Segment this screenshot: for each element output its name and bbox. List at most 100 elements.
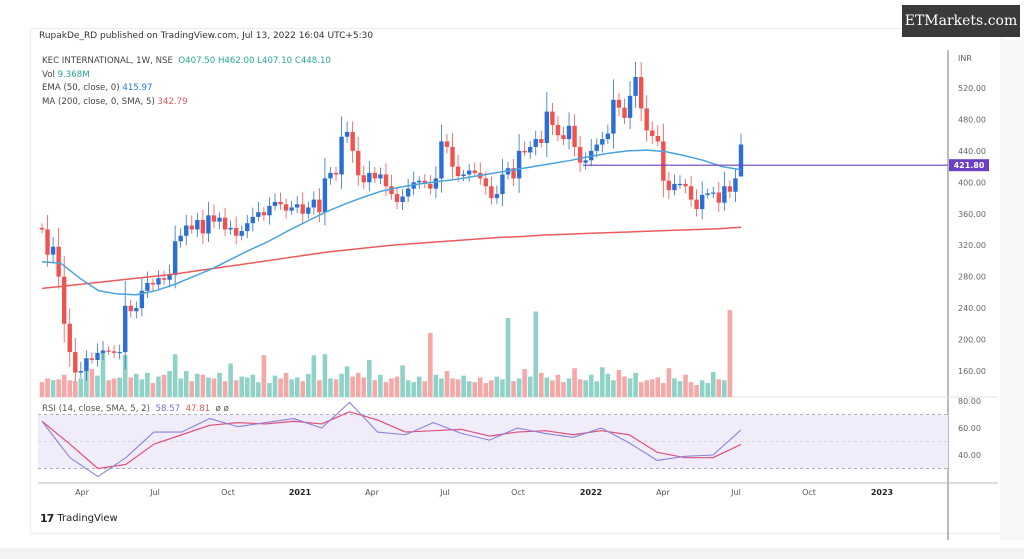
candle-body: [84, 358, 89, 371]
volume-bar: [367, 359, 372, 397]
tradingview-logo[interactable]: 17 TradingView: [40, 512, 118, 525]
volume-bar: [477, 377, 483, 397]
volume-bar: [89, 369, 95, 397]
volume-bar: [311, 355, 317, 397]
volume-bar: [128, 377, 134, 397]
candle-body: [389, 186, 394, 195]
volume-bar: [294, 377, 300, 397]
candle-body: [600, 139, 605, 145]
price-tick-label: 240.00: [958, 304, 986, 313]
candle-body: [738, 144, 744, 177]
candle-body: [228, 227, 233, 230]
volume-bar: [117, 377, 122, 397]
level-price-label: 421.80: [954, 161, 985, 170]
volume-bar: [217, 372, 222, 397]
candle-body: [117, 352, 122, 354]
rsi-tick-label: 80.00: [958, 397, 981, 406]
volume-bar: [39, 382, 45, 397]
candle-body: [239, 231, 244, 236]
rsi-extra: ø ø: [215, 404, 229, 414]
volume-bar: [261, 355, 267, 397]
volume-bar: [206, 377, 211, 397]
publisher-line: RupakDe_RD published on TradingView.com,…: [39, 31, 374, 41]
price-tick-label: 280.00: [958, 273, 986, 282]
candle-body: [616, 99, 622, 108]
volume-bar: [422, 381, 428, 397]
candle-body: [145, 282, 150, 291]
volume-bar: [211, 378, 217, 397]
level-price-tag: [949, 159, 989, 172]
low-value: L407.10: [257, 56, 293, 66]
candle-body: [611, 99, 616, 134]
volume-bar: [305, 373, 311, 397]
candle-body: [350, 132, 355, 151]
volume-bar: [244, 377, 250, 397]
volume-bar: [45, 378, 50, 397]
candle-body: [367, 172, 372, 183]
volume-bar: [516, 378, 522, 397]
candle-body: [500, 174, 505, 195]
etmarkets-badge[interactable]: ETMarkets.com: [902, 5, 1020, 37]
tradingview-logo-icon: 17: [40, 512, 54, 525]
candle-body: [111, 351, 117, 353]
candle-body: [511, 168, 516, 179]
volume-bar: [666, 368, 672, 397]
volume-bar: [383, 382, 389, 397]
candle-body: [339, 136, 344, 175]
candle-body: [672, 183, 677, 191]
volume-bar: [649, 379, 655, 397]
candle-body: [278, 201, 283, 205]
volume-bar: [544, 377, 550, 397]
candle-body: [39, 227, 45, 230]
candle-body: [73, 352, 78, 373]
rsi-legend: RSI (14, close, SMA, 5, 2) 58.57 47.81 ø…: [42, 404, 229, 414]
volume-bar: [289, 379, 294, 397]
candle-body: [78, 370, 84, 373]
candle-body: [677, 183, 683, 186]
candle-body: [444, 141, 450, 147]
ema50-line: [41, 149, 742, 296]
volume-bar: [527, 376, 533, 397]
candle-body: [605, 133, 611, 140]
volume-bar: [633, 372, 638, 397]
candle-body: [522, 150, 527, 153]
candle-body: [400, 196, 405, 202]
candle-body: [150, 282, 156, 285]
candle-body: [106, 350, 111, 352]
symbol-name: KEC INTERNATIONAL, 1W, NSE: [42, 56, 173, 66]
candle-body: [361, 175, 366, 183]
vol-label: Vol: [42, 69, 55, 80]
candle-body: [566, 125, 572, 140]
volume-bar: [594, 381, 600, 397]
candle-body: [527, 146, 533, 153]
volume-bar: [455, 379, 461, 397]
rsi-tick-label: 40.00: [958, 451, 981, 460]
candle-body: [100, 350, 106, 353]
candle-body: [638, 76, 644, 109]
candle-body: [699, 194, 705, 210]
time-tick-label: 2021: [289, 488, 312, 497]
candle-body: [378, 174, 383, 179]
volume-bar: [511, 381, 516, 397]
open-value: O407.50: [178, 56, 216, 66]
candle-body: [433, 178, 439, 189]
volume-bar: [183, 370, 189, 397]
candle-body: [633, 76, 638, 96]
volume-bar: [239, 376, 245, 397]
price-tick-label: 320.00: [958, 241, 986, 250]
candle-body: [383, 174, 389, 187]
candle-body: [300, 204, 305, 214]
volume-bar: [444, 370, 450, 397]
volume-bar: [355, 372, 361, 397]
price-tick-label: 160.00: [958, 367, 986, 376]
volume-bar: [195, 373, 200, 397]
volume-bar: [588, 374, 594, 397]
candle-body: [622, 107, 627, 118]
volume-bar: [600, 367, 605, 397]
candle-body: [472, 170, 477, 173]
candle-body: [533, 139, 538, 147]
candle-body: [89, 358, 95, 360]
ema-row: EMA (50, close, 0) 415.97: [42, 82, 331, 96]
candle-body: [466, 170, 472, 175]
